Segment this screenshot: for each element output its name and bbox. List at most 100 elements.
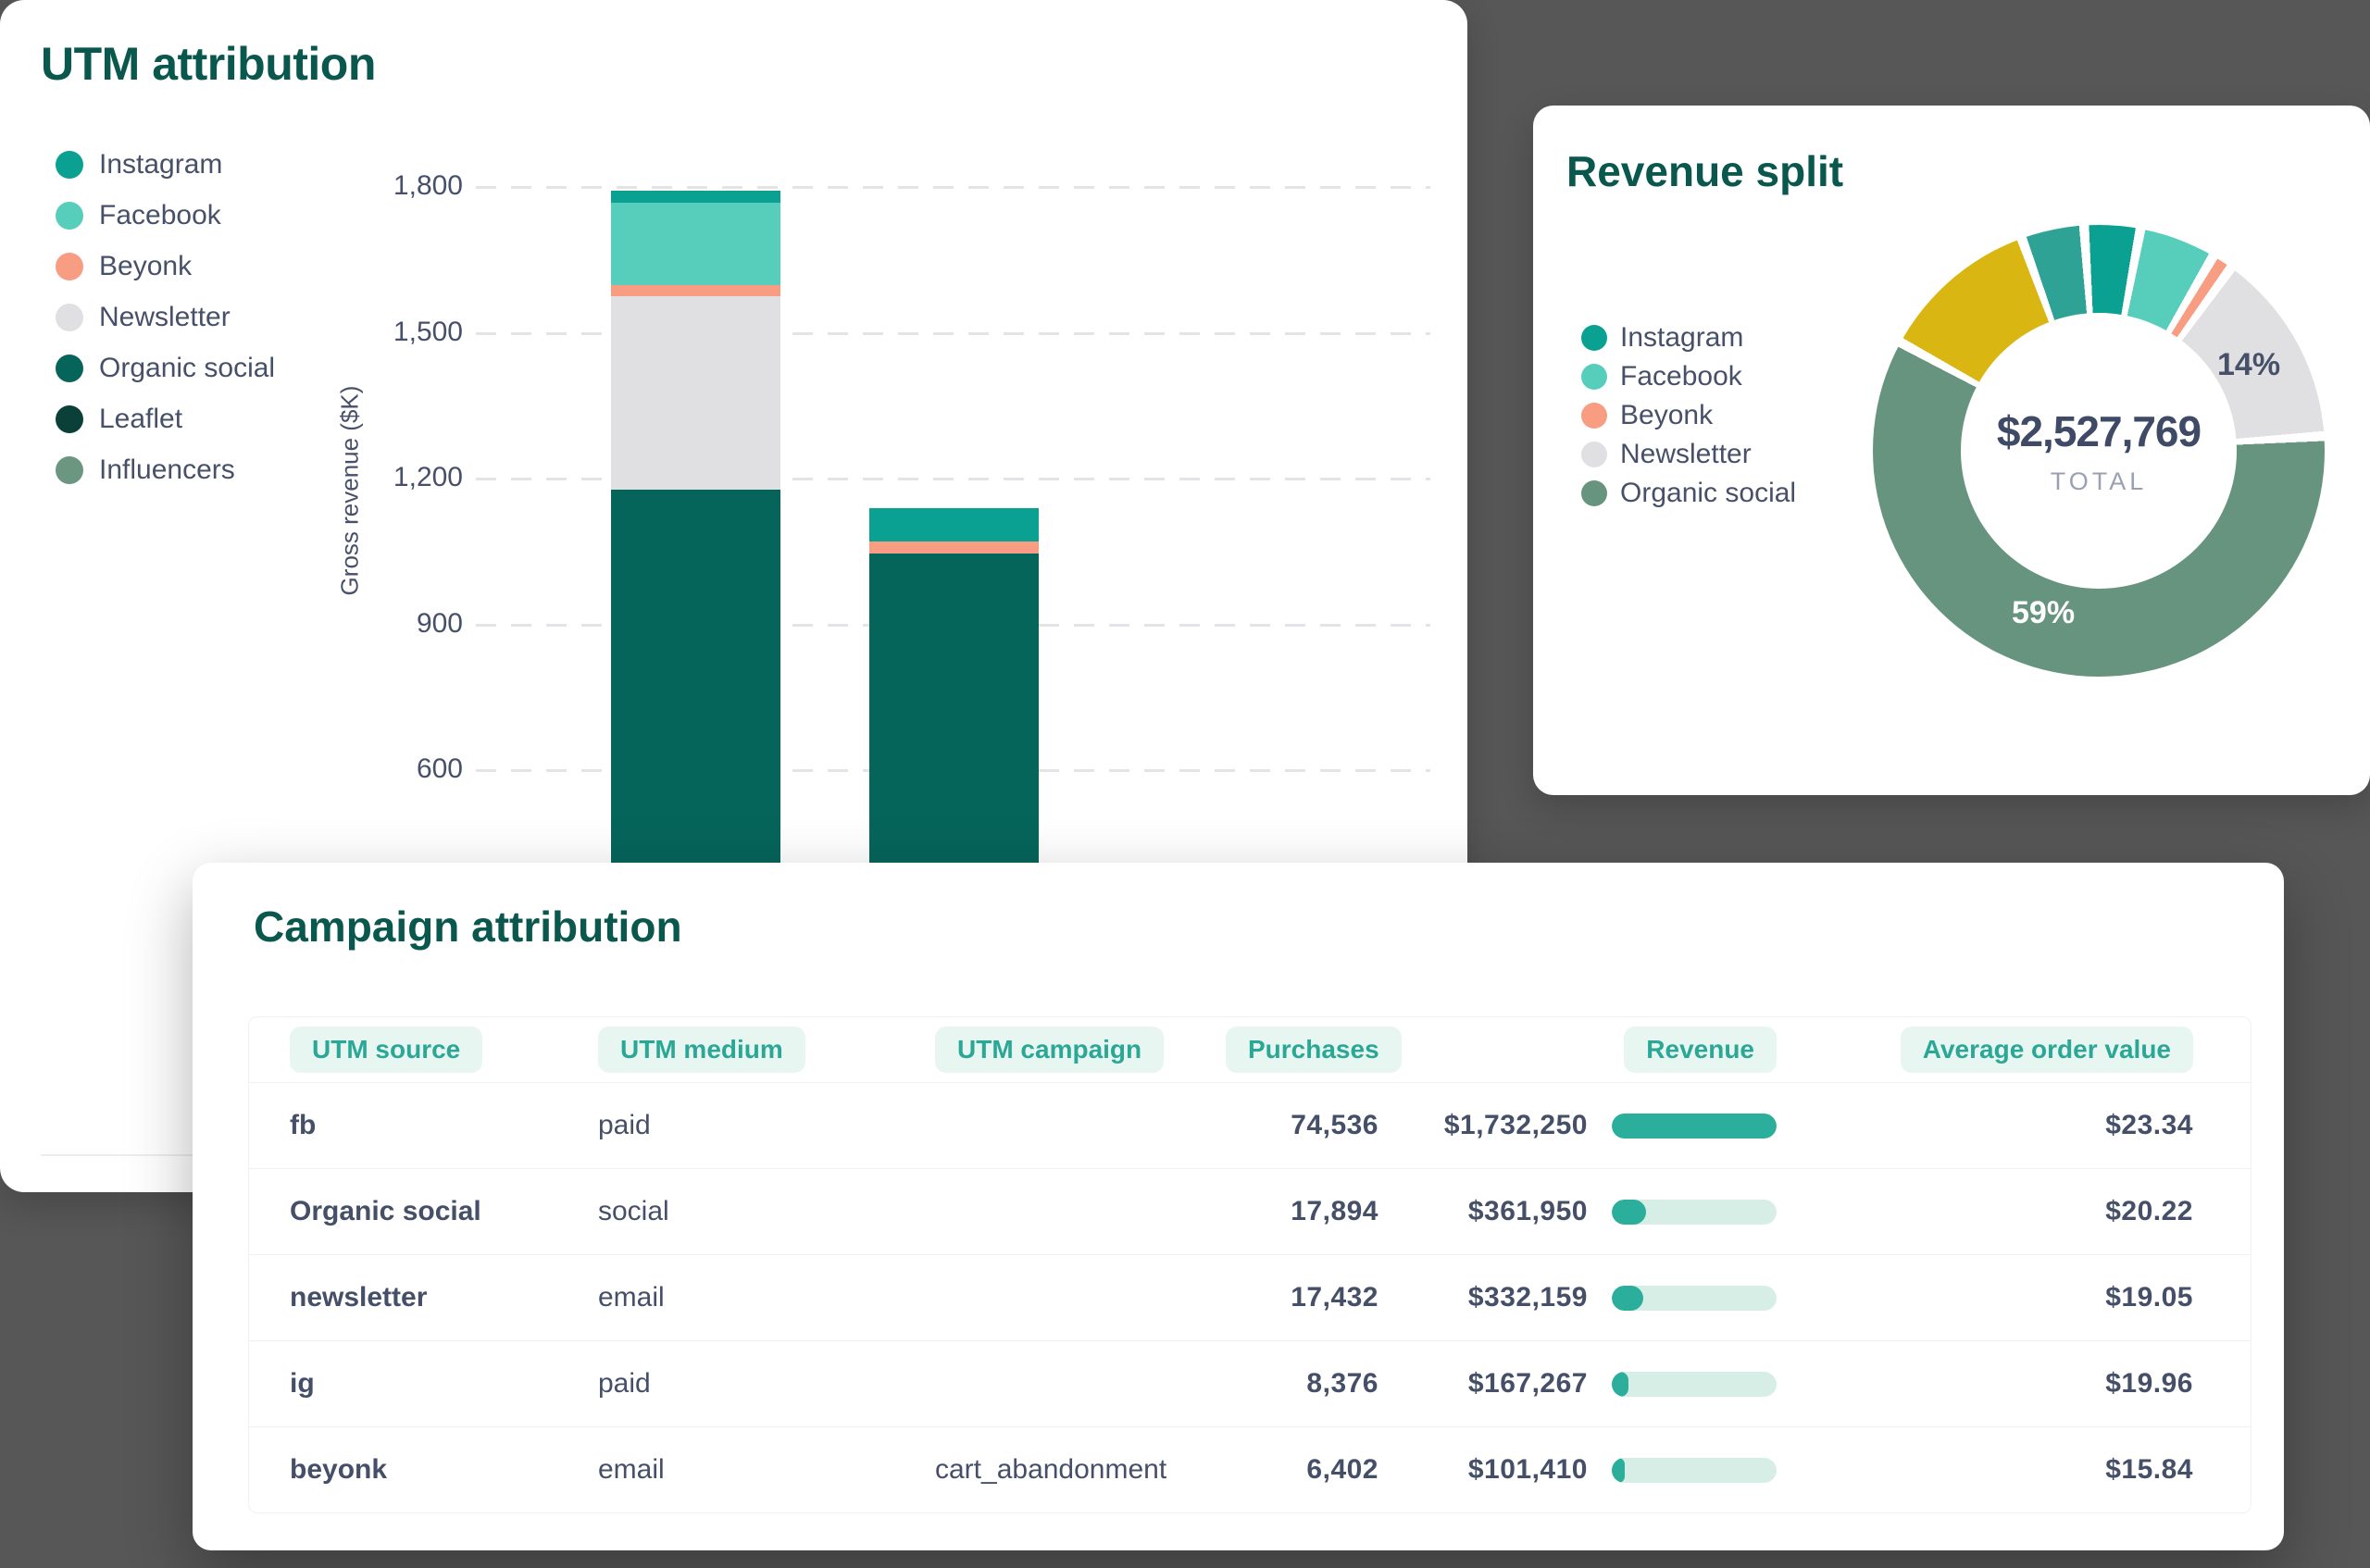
gridline-1500 (476, 331, 1430, 335)
column-header-utm-campaign: UTM campaign (935, 1027, 1165, 1073)
donut-total-value: $2,527,769 (1996, 406, 2202, 455)
legend-item-organic-social[interactable]: Organic social (56, 342, 275, 393)
legend-dot-facebook (1581, 364, 1607, 390)
legend-item-facebook[interactable]: Facebook (56, 190, 275, 241)
table-row-fb: fb paid 74,536 $1,732,250 $23.34 (249, 1083, 2251, 1169)
legend-item-facebook[interactable]: Facebook (1581, 357, 1796, 396)
header-cell-utm-medium: UTM medium (598, 1027, 935, 1073)
legend-item-instagram[interactable]: Instagram (56, 139, 275, 190)
legend-dot-beyonk (56, 252, 83, 280)
cell-purchases: 17,894 (1291, 1196, 1378, 1226)
cell-utm-source: ig (290, 1368, 315, 1399)
legend-label: Instagram (99, 148, 223, 180)
revenue-bar-fill (1612, 1371, 1628, 1397)
legend-label: Facebook (1620, 361, 1742, 392)
campaign-card-title: Campaign attribution (254, 902, 682, 951)
revenue-amount: $361,950 (1467, 1196, 1588, 1226)
legend-label: Leaflet (99, 403, 183, 434)
legend-label: Newsletter (99, 301, 231, 332)
table-row-organic-social: Organic social social 17,894 $361,950 $20.22 (249, 1169, 2251, 1255)
legend-label: Beyonk (1620, 400, 1714, 430)
legend-label: Newsletter (1620, 439, 1752, 469)
column-header-utm-source: UTM source (290, 1027, 483, 1073)
revenue-amount: $1,732,250 (1443, 1110, 1588, 1140)
donut-center: $2,527,769 TOTAL (1961, 313, 2237, 589)
column-header-utm-medium: UTM medium (598, 1027, 805, 1073)
cell-utm-medium: email (598, 1454, 665, 1485)
revenue-bar-track (1612, 1113, 1777, 1139)
legend-item-instagram[interactable]: Instagram (1581, 318, 1796, 357)
revenue-bar-fill (1612, 1199, 1647, 1225)
y-tick-1800: 1,800 (393, 170, 463, 201)
legend-label: Instagram (1620, 322, 1744, 353)
donut-chart: $2,527,769 TOTAL 14% 59% (1873, 225, 2325, 677)
legend-item-organic-social[interactable]: Organic social (1581, 474, 1796, 513)
cell-average-order-value: $23.34 (2105, 1110, 2193, 1140)
legend-item-leaflet[interactable]: Leaflet (56, 393, 275, 444)
donut-label-organic-pct: 59% (2012, 595, 2076, 630)
revenue-amount: $332,159 (1467, 1282, 1588, 1313)
legend-label: Organic social (99, 352, 276, 383)
legend-item-beyonk[interactable]: Beyonk (56, 241, 275, 292)
bar-segment-beyonk[interactable] (869, 541, 1039, 554)
legend-dot-newsletter (56, 303, 83, 331)
legend-dot-instagram (1581, 325, 1607, 351)
cell-average-order-value: $19.05 (2105, 1282, 2193, 1313)
header-cell-utm-campaign: UTM campaign (935, 1027, 1226, 1073)
legend-dot-instagram (56, 150, 83, 179)
revenue-amount: $167,267 (1467, 1368, 1588, 1399)
legend-item-influencers[interactable]: Influencers (56, 444, 275, 495)
bar-segment-instagram[interactable] (611, 191, 780, 204)
cell-utm-source: beyonk (290, 1454, 388, 1485)
cell-utm-source: Organic social (290, 1196, 481, 1226)
revenue-bar-track (1612, 1371, 1777, 1397)
y-tick-600: 600 (416, 753, 463, 784)
legend-dot-facebook (56, 201, 83, 230)
cell-revenue: $167,267 (1378, 1368, 1777, 1400)
legend-label: Influencers (99, 454, 235, 485)
legend-item-newsletter[interactable]: Newsletter (56, 292, 275, 342)
bar-segment-beyonk[interactable] (611, 284, 780, 296)
cell-purchases: 74,536 (1291, 1110, 1378, 1140)
utm-card-title: UTM attribution (41, 38, 376, 90)
gridline-1800 (476, 186, 1430, 189)
bar-segment-newsletter[interactable] (611, 295, 780, 490)
header-cell-average-order-value: Average order value (1777, 1027, 2193, 1073)
table-row-newsletter: newsletter email 17,432 $332,159 $19.05 (249, 1255, 2251, 1341)
table-row-beyonk: beyonk email cart_abandonment 6,402 $101,410… (249, 1427, 2251, 1512)
bar-segment-instagram[interactable] (869, 507, 1039, 541)
cell-utm-medium: email (598, 1282, 665, 1313)
donut-total-label: TOTAL (2050, 467, 2148, 495)
utm-chart-legend: Instagram Facebook Beyonk Newsletter Organic… (56, 139, 275, 495)
cell-revenue: $101,410 (1378, 1454, 1777, 1486)
campaign-table-header: UTM source UTM medium UTM campaign Purchase… (249, 1017, 2251, 1083)
cell-average-order-value: $20.22 (2105, 1196, 2193, 1226)
donut-label-newsletter-pct: 14% (2217, 347, 2281, 382)
legend-label: Facebook (99, 199, 221, 230)
table-row-ig: ig paid 8,376 $167,267 $19.96 (249, 1341, 2251, 1427)
header-cell-utm-source: UTM source (290, 1027, 598, 1073)
y-tick-1200: 1,200 (393, 462, 463, 492)
legend-item-beyonk[interactable]: Beyonk (1581, 396, 1796, 435)
y-tick-1500: 1,500 (393, 316, 463, 347)
cell-utm-source: fb (290, 1110, 317, 1140)
cell-revenue: $361,950 (1378, 1196, 1777, 1227)
revenue-amount: $101,410 (1467, 1454, 1588, 1485)
revenue-bar-track (1612, 1285, 1777, 1311)
cell-purchases: 6,402 (1306, 1454, 1378, 1485)
cell-utm-medium: paid (598, 1110, 651, 1140)
cell-average-order-value: $15.84 (2105, 1454, 2193, 1485)
legend-dot-organic-social (1581, 480, 1607, 506)
column-header-average-order-value: Average order value (1900, 1027, 2193, 1073)
header-cell-purchases: Purchases (1226, 1027, 1402, 1073)
legend-item-newsletter[interactable]: Newsletter (1581, 435, 1796, 474)
legend-dot-leaflet (56, 404, 83, 433)
cell-utm-campaign: cart_abandonment (935, 1454, 1167, 1485)
cell-purchases: 8,376 (1306, 1368, 1378, 1399)
bar-segment-facebook[interactable] (611, 203, 780, 285)
campaign-table-body: fb paid 74,536 $1,732,250 $23.34 Organic soci… (249, 1083, 2251, 1512)
donut-chart-legend: Instagram Facebook Beyonk Newsletter Organic… (1581, 318, 1796, 513)
legend-label: Organic social (1620, 478, 1797, 508)
column-header-purchases: Purchases (1226, 1027, 1402, 1073)
